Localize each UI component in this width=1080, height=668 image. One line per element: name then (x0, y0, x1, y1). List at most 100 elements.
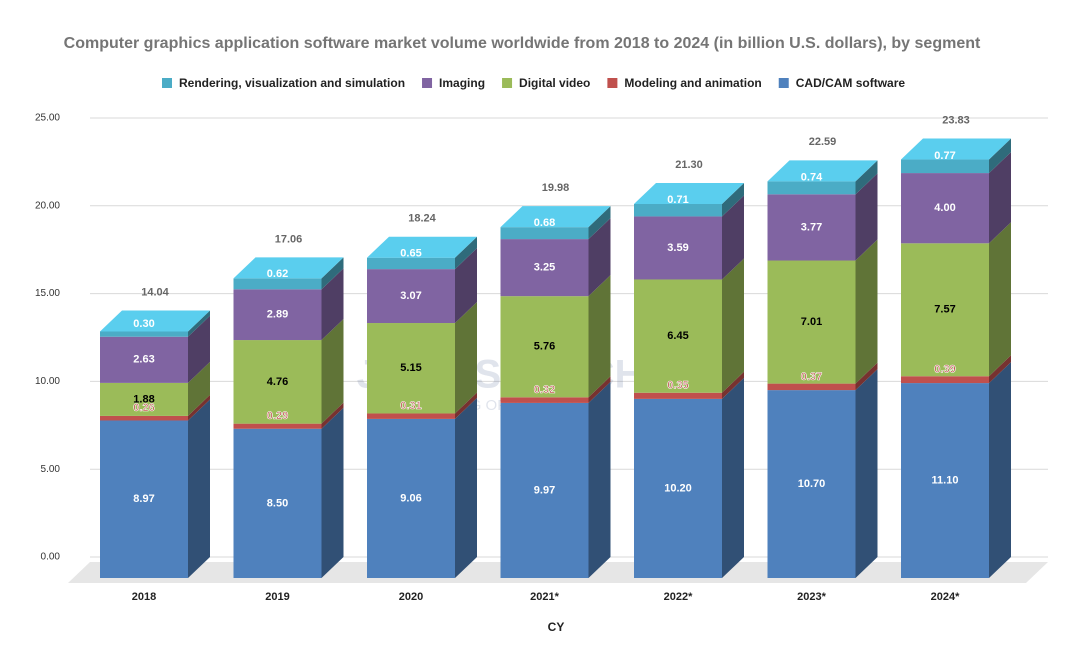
legend-label: Rendering, visualization and simulation (179, 76, 405, 90)
x-tick-label: 2021* (530, 591, 559, 603)
total-label: 19.98 (542, 182, 570, 194)
data-label: 5.15 (400, 362, 421, 374)
bar-top (100, 310, 210, 332)
bar (233, 278, 322, 290)
bar (901, 376, 989, 384)
y-tick-label: 15.00 (35, 288, 60, 299)
bar-side (188, 399, 210, 578)
bar-side (188, 315, 210, 383)
bar-side (722, 182, 744, 217)
data-label: 7.01 (801, 316, 822, 328)
total-label: 14.04 (141, 286, 169, 298)
data-label: 7.57 (934, 304, 955, 316)
data-label: 8.50 (267, 497, 288, 509)
bar (500, 227, 589, 240)
legend-label: Digital video (519, 76, 590, 90)
bar (367, 269, 455, 324)
bar-side (321, 407, 344, 578)
data-label: 10.20 (664, 482, 692, 494)
data-label: 0.39 (934, 364, 955, 376)
data-label: 3.25 (534, 262, 555, 274)
bar-side (455, 397, 477, 578)
bar (100, 415, 188, 421)
bar-side (989, 138, 1011, 174)
bar (367, 418, 455, 578)
bar-side (855, 369, 878, 578)
data-label: 4.76 (267, 376, 288, 388)
data-label: 0.68 (534, 217, 555, 229)
data-label: 4.00 (934, 202, 955, 214)
bar (500, 239, 589, 297)
x-tick-label: 2020 (399, 591, 423, 603)
data-label: 0.71 (667, 194, 688, 206)
legend-swatch (422, 78, 433, 88)
bar (767, 181, 856, 195)
data-label: 9.97 (534, 484, 555, 496)
bar (100, 420, 188, 578)
bar (100, 382, 188, 416)
bar (367, 413, 455, 419)
data-label: 11.10 (932, 474, 959, 486)
data-label: 0.74 (801, 172, 823, 184)
y-tick-label: 0.00 (41, 552, 61, 563)
bar (634, 398, 722, 578)
bar-top (367, 236, 477, 258)
legend-swatch (502, 78, 513, 88)
bar-side (321, 402, 344, 429)
data-label: 5.76 (534, 341, 555, 353)
bar (634, 203, 722, 217)
bar-side (321, 268, 344, 341)
legend-label: Imaging (439, 76, 485, 90)
data-label: 0.32 (534, 384, 555, 396)
bar (767, 390, 856, 578)
y-tick-label: 5.00 (41, 464, 61, 475)
x-axis-title: CY (548, 620, 565, 634)
bar-side (855, 173, 878, 261)
bar-side (321, 257, 344, 290)
total-label: 18.24 (408, 213, 436, 225)
data-label: 0.26 (133, 402, 154, 414)
bar-top (901, 138, 1011, 160)
bar-side (588, 275, 611, 398)
total-label: 23.83 (942, 114, 970, 126)
data-label: 10.70 (798, 478, 826, 490)
bar-side (321, 319, 344, 424)
bar-side (188, 361, 210, 416)
x-tick-label: 2018 (132, 591, 156, 603)
legend-label: Modeling and animation (624, 76, 761, 90)
bar (901, 383, 989, 578)
bar (901, 173, 989, 244)
bar-side (188, 394, 210, 421)
bar-side (588, 376, 611, 403)
legend-label: CAD/CAM software (796, 76, 906, 90)
bar-side (455, 236, 477, 270)
data-label: 0.37 (801, 371, 822, 383)
total-label: 22.59 (809, 136, 837, 148)
bar (367, 257, 455, 270)
data-label: 0.29 (267, 410, 288, 422)
bar (500, 402, 589, 578)
data-label: 0.35 (667, 380, 688, 392)
bar (767, 383, 856, 391)
bar (233, 423, 322, 429)
bar (233, 289, 322, 341)
data-label: 0.62 (267, 268, 288, 280)
x-tick-label: 2019 (265, 591, 289, 603)
bar-side (989, 222, 1011, 377)
bar-top (500, 206, 611, 228)
bar (634, 216, 722, 280)
data-label: 2.63 (133, 354, 154, 366)
bar (634, 279, 722, 393)
bar-side (588, 218, 611, 297)
bar (901, 243, 989, 377)
data-label: 0.77 (934, 150, 955, 162)
bar (500, 296, 589, 398)
bar-side (722, 258, 744, 393)
bar-side (989, 152, 1011, 244)
bar (367, 323, 455, 414)
data-label: 3.59 (667, 242, 688, 254)
data-label: 3.77 (801, 221, 822, 233)
bar-side (722, 377, 744, 578)
x-tick-label: 2023* (797, 591, 826, 603)
